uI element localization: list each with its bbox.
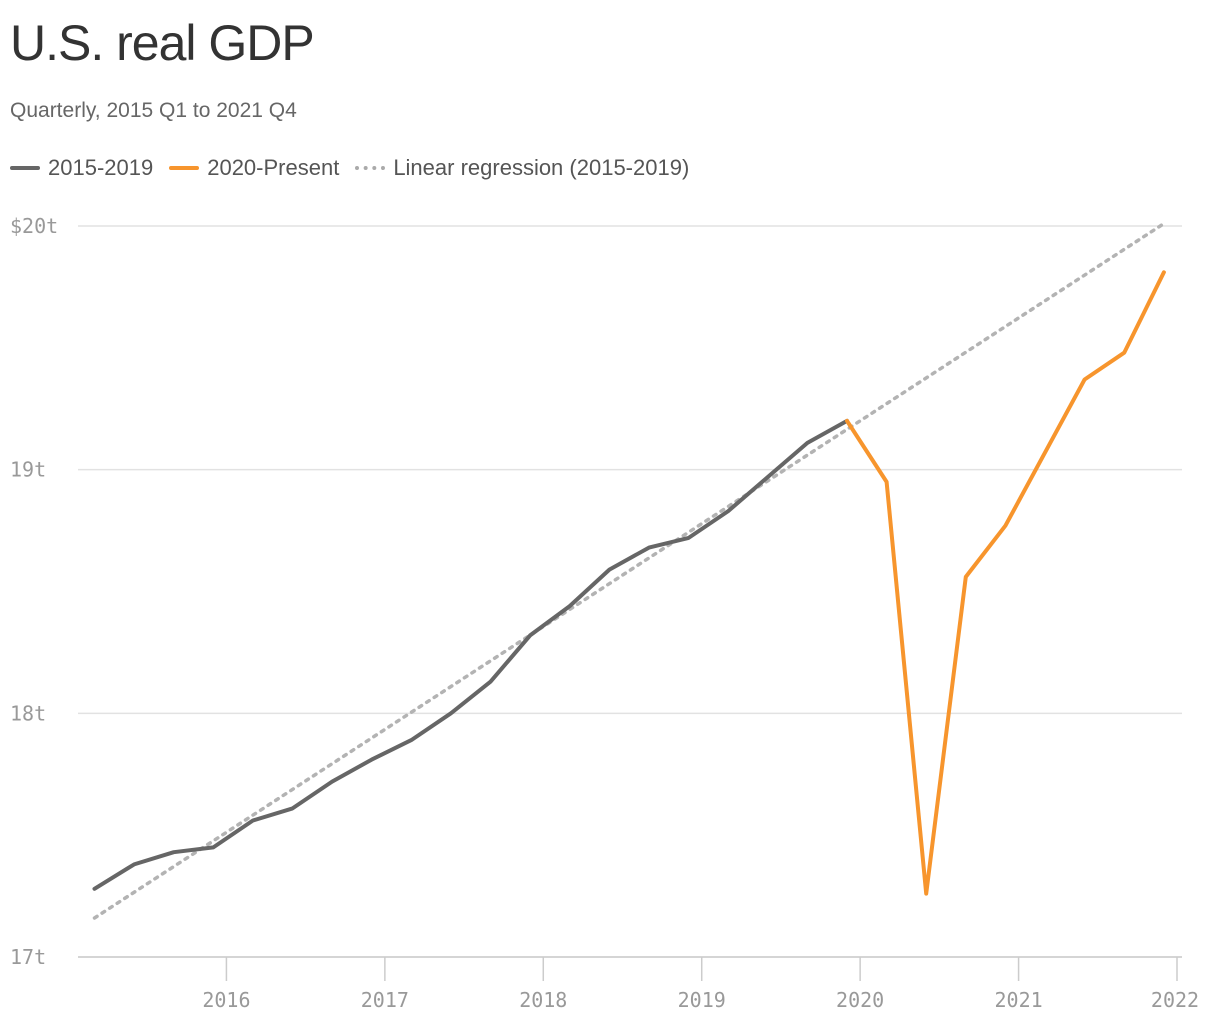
data-point-2015-2019-17 (766, 475, 770, 479)
data-point-2020-present-8 (1162, 270, 1166, 274)
y-tick-label-18t: 18t (10, 701, 46, 725)
legend-label-regression: Linear regression (2015-2019) (393, 155, 690, 180)
legend-item-2020-present: 2020-Present (169, 155, 339, 181)
x-tick-label-2017: 2017 (361, 988, 409, 1012)
grid-lines (78, 225, 1182, 958)
x-tick-label-2016: 2016 (202, 988, 250, 1012)
data-point-2015-2019-16 (726, 509, 730, 513)
legend: 2015-2019 2020-Present Linear regression… (10, 155, 705, 181)
series-line-linear-regression-2015-2019 (92, 221, 1166, 920)
data-point-2015-2019-4 (251, 819, 255, 823)
legend-swatch-2015-2019 (10, 166, 40, 170)
data-point-2020-present-3 (964, 575, 968, 579)
x-tick-label-2021: 2021 (994, 988, 1042, 1012)
data-point-2015-2019-6 (330, 780, 334, 784)
data-point-2015-2019-14 (647, 546, 651, 550)
data-point-2020-present-2 (924, 892, 928, 896)
data-point-2015-2019-15 (687, 536, 691, 540)
data-point-2015-2019-18 (805, 441, 809, 445)
legend-item-regression: Linear regression (2015-2019) (355, 155, 689, 181)
x-tick-label-2019: 2019 (678, 988, 726, 1012)
series-line-2015-2019 (92, 418, 849, 891)
data-point-2020-present-4 (1003, 524, 1007, 528)
y-tick-label-20t: $20t (10, 214, 58, 238)
chart-subtitle: Quarterly, 2015 Q1 to 2021 Q4 (10, 99, 297, 122)
axes: $20t 19t 18t 17t 2016 2017 2018 2019 2020 2021 202… (10, 214, 1199, 1012)
data-point-2015-2019-0 (93, 887, 97, 891)
data-point-2020-present-1 (885, 480, 889, 484)
x-tick-label-2018: 2018 (519, 988, 567, 1012)
data-point-2015-2019-1 (132, 862, 136, 866)
legend-item-2015-2019: 2015-2019 (10, 155, 153, 181)
data-point-2020-present-0 (845, 419, 849, 423)
x-tick-label-2020: 2020 (836, 988, 884, 1012)
data-point-2015-2019-7 (370, 758, 374, 762)
legend-label-2015-2019: 2015-2019 (48, 155, 154, 180)
data-point-2015-2019-13 (607, 568, 611, 572)
data-point-2015-2019-9 (449, 711, 453, 715)
legend-swatch-2020-present (169, 166, 200, 170)
data-point-2015-2019-5 (291, 806, 295, 810)
data-point-2015-2019-10 (489, 680, 493, 684)
data-point-2020-present-6 (1083, 378, 1087, 382)
x-tick-label-2022: 2022 (1151, 988, 1199, 1012)
data-point-2015-2019-11 (528, 633, 532, 637)
series-lines (92, 221, 1166, 920)
data-point-2020-present-5 (1043, 451, 1047, 455)
y-tick-label-19t: 19t (10, 458, 46, 482)
data-point-2015-2019-12 (568, 604, 572, 608)
chart-title: U.S. real GDP (10, 15, 315, 71)
legend-swatch-regression (355, 166, 386, 170)
data-point-2015-2019-3 (211, 845, 215, 849)
legend-label-2020-present: 2020-Present (207, 155, 340, 180)
data-point-2015-2019-8 (409, 738, 413, 742)
data-point-2020-present-7 (1122, 351, 1126, 355)
series-line-2020-present (845, 270, 1166, 896)
data-point-2015-2019-2 (172, 850, 176, 854)
y-tick-label-17t: 17t (10, 945, 46, 969)
